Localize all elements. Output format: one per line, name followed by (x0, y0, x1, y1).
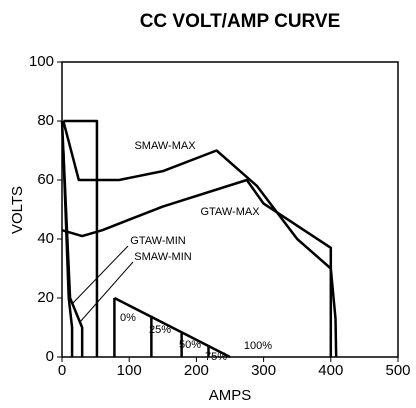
curve (60, 120, 84, 357)
y-tick-label: 100 (29, 53, 54, 70)
y-tick-label: 60 (37, 171, 54, 188)
curve-label: 75% (205, 351, 227, 363)
x-tick-label: 0 (58, 362, 66, 379)
leader-line (79, 261, 134, 323)
curve-label: SMAW-MAX (134, 140, 196, 152)
curve-label: GTAW-MAX (200, 206, 260, 218)
curve-label: SMAW-MIN (134, 251, 191, 263)
curve-label: GTAW-MIN (130, 235, 185, 247)
curve-label: 0% (120, 312, 136, 324)
y-tick-label: 0 (46, 348, 54, 365)
x-tick-label: 200 (184, 362, 209, 379)
curve (113, 296, 231, 359)
x-tick-label: 100 (117, 362, 142, 379)
leader-line (71, 245, 129, 305)
x-tick-label: 400 (318, 362, 343, 379)
x-tick-label: 500 (385, 362, 410, 379)
curve-label: 50% (179, 339, 201, 351)
y-tick-label: 40 (37, 230, 54, 247)
y-tick-label: 80 (37, 112, 54, 129)
x-axis-label: AMPS (209, 387, 252, 404)
curve-label: 25% (149, 324, 171, 336)
curve (63, 119, 99, 357)
curve (61, 178, 333, 357)
chart-title: CC VOLT/AMP CURVE (140, 11, 341, 32)
y-tick-label: 20 (37, 289, 54, 306)
curve (62, 120, 338, 358)
y-axis-label: VOLTS (9, 186, 26, 234)
annotation: 100% (244, 340, 272, 352)
x-tick-label: 300 (251, 362, 276, 379)
